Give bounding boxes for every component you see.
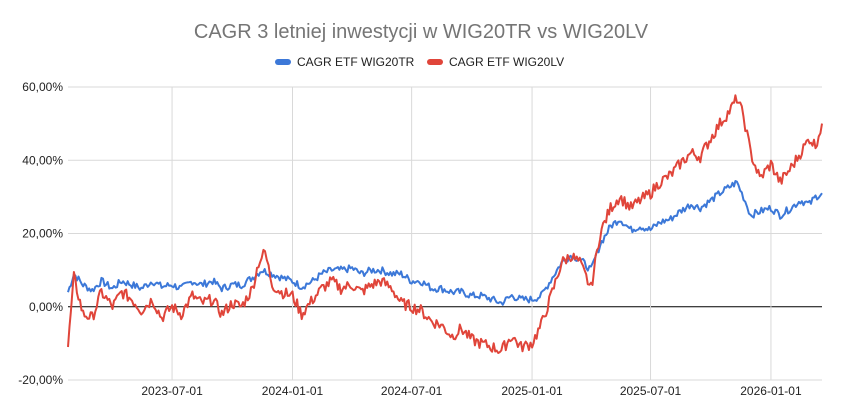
chart-title: CAGR 3 letniej inwestycji w WIG20TR vs W… (194, 21, 649, 43)
x-tick-label: 2024-07-01 (381, 384, 443, 398)
x-tick-label: 2025-07-01 (620, 384, 682, 398)
legend-label-wig20tr: CAGR ETF WIG20TR (297, 55, 415, 69)
x-tick-label: 2024-01-01 (262, 384, 324, 398)
y-axis-ticks: -20,00% 0,00% 20,00% 40,00% 60,00% (18, 80, 63, 387)
series-line-wig20tr (67, 180, 823, 306)
x-tick-label: 2023-07-01 (141, 384, 203, 398)
legend-swatch-wig20lv (427, 59, 443, 65)
legend-item-wig20tr: CAGR ETF WIG20TR (275, 55, 415, 69)
legend-label-wig20lv: CAGR ETF WIG20LV (449, 55, 564, 69)
y-tick-label: 60,00% (22, 80, 63, 94)
legend-swatch-wig20tr (275, 59, 291, 65)
x-tick-label: 2025-01-01 (501, 384, 563, 398)
legend-item-wig20lv: CAGR ETF WIG20LV (427, 55, 564, 69)
y-tick-label: 40,00% (22, 153, 63, 167)
series-line-wig20lv (67, 94, 823, 354)
x-axis-ticks: 2023-07-01 2024-01-01 2024-07-01 2025-01-01… (141, 384, 802, 398)
y-tick-label: -20,00% (18, 373, 63, 387)
legend: CAGR ETF WIG20TR CAGR ETF WIG20LV (275, 55, 564, 69)
grid (68, 86, 822, 381)
series-lines (67, 94, 823, 354)
y-tick-label: 0,00% (29, 300, 63, 314)
y-tick-label: 20,00% (22, 227, 63, 241)
x-tick-label: 2026-01-01 (740, 384, 802, 398)
